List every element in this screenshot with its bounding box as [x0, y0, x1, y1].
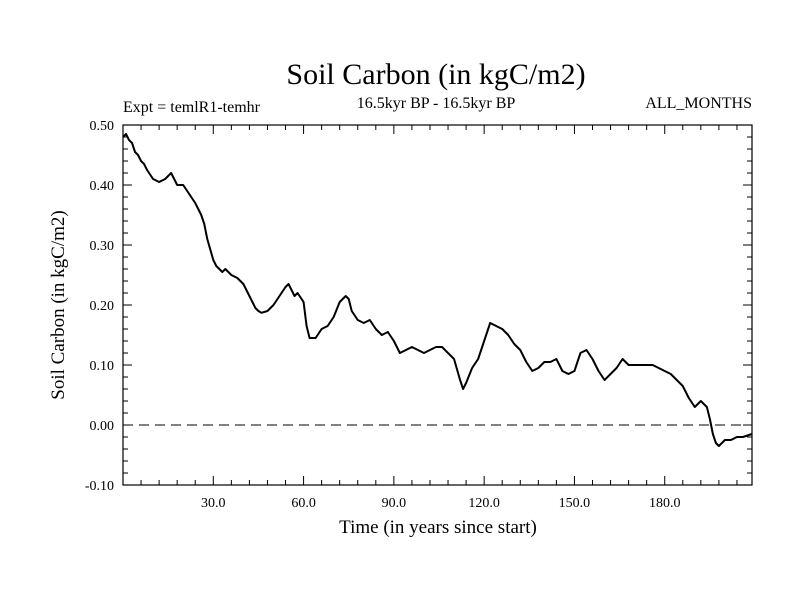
x-axis-label: Time (in years since start): [339, 517, 537, 538]
y-tick-label: 0.40: [90, 179, 115, 194]
plot-frame: [122, 124, 753, 486]
period-label: 16.5kyr BP - 16.5kyr BP: [357, 95, 516, 112]
x-tick-label: 180.0: [649, 496, 681, 511]
y-tick-label: 0.20: [90, 299, 115, 314]
x-tick-label: 90.0: [382, 496, 407, 511]
y-tick-label: 0.50: [90, 119, 115, 134]
y-tick-label: -0.10: [85, 479, 114, 494]
experiment-label: Expt = temlR1-temhr: [123, 99, 261, 116]
y-tick-label: 0.00: [90, 419, 115, 434]
x-tick-label: 150.0: [559, 496, 591, 511]
x-tick-label: 30.0: [201, 496, 226, 511]
y-axis-label: Soil Carbon (in kgC/m2): [48, 210, 69, 399]
x-tick-label: 60.0: [291, 496, 316, 511]
months-label: ALL_MONTHS: [645, 95, 752, 112]
plot-area: -0.10 0.00 0.10 0.20 0.30 0.40 0.50 30.0 60.0 90.…: [85, 119, 753, 511]
series-line-0: [122, 133, 753, 447]
y-tick-label: 0.10: [90, 359, 115, 374]
x-tick-label: 120.0: [468, 496, 500, 511]
y-tick-label: 0.30: [90, 239, 115, 254]
chart-title: Soil Carbon (in kgC/m2): [286, 58, 585, 91]
